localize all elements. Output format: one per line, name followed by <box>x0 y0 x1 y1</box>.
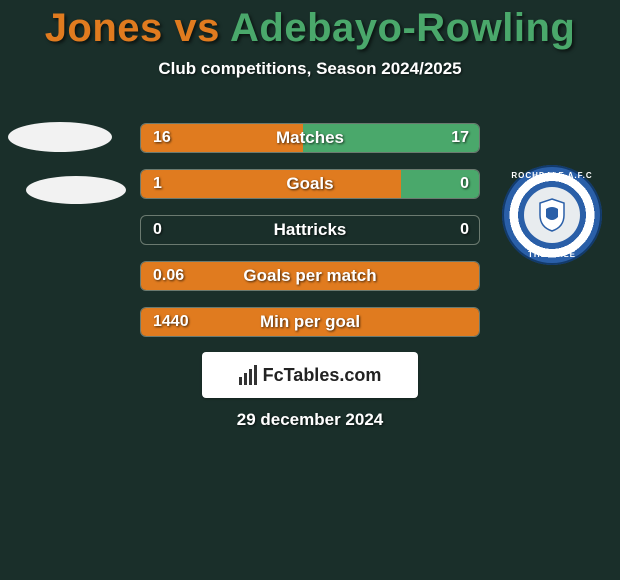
stat-row: 0Hattricks0 <box>140 215 480 245</box>
subtitle: Club competitions, Season 2024/2025 <box>0 59 620 79</box>
attribution-badge: FcTables.com <box>202 352 418 398</box>
placeholder-ellipse-icon <box>26 176 126 204</box>
stat-value-right: 0 <box>460 221 469 239</box>
stat-label: Matches <box>141 128 479 148</box>
stat-row: 0.06Goals per match <box>140 261 480 291</box>
title-vs: vs <box>163 6 230 50</box>
title-left: Jones <box>45 6 163 50</box>
stat-value-right: 17 <box>451 129 469 147</box>
stat-label: Goals <box>141 174 479 194</box>
stat-label: Min per goal <box>141 312 479 332</box>
page-title: Jones vs Adebayo-Rowling <box>0 0 620 51</box>
club-crest-right: ROCHDALE A.F.C THE DALE <box>502 165 612 275</box>
bar-chart-icon <box>239 365 257 385</box>
player-avatar-left <box>6 106 116 216</box>
crest-icon: ROCHDALE A.F.C THE DALE <box>502 165 602 265</box>
stat-row: 1440Min per goal <box>140 307 480 337</box>
date-label: 29 december 2024 <box>0 410 620 430</box>
crest-inner-icon <box>524 187 580 243</box>
placeholder-ellipse-icon <box>8 122 112 152</box>
stat-value-right: 0 <box>460 175 469 193</box>
comparison-bars: 16Matches171Goals00Hattricks00.06Goals p… <box>140 123 480 353</box>
stat-label: Hattricks <box>141 220 479 240</box>
stat-row: 16Matches17 <box>140 123 480 153</box>
crest-top-text: ROCHDALE A.F.C <box>511 171 592 180</box>
title-right: Adebayo-Rowling <box>230 6 575 50</box>
stat-label: Goals per match <box>141 266 479 286</box>
crest-bottom-text: THE DALE <box>528 250 576 259</box>
stat-row: 1Goals0 <box>140 169 480 199</box>
shield-icon <box>532 195 572 235</box>
attribution-text: FcTables.com <box>263 365 382 386</box>
